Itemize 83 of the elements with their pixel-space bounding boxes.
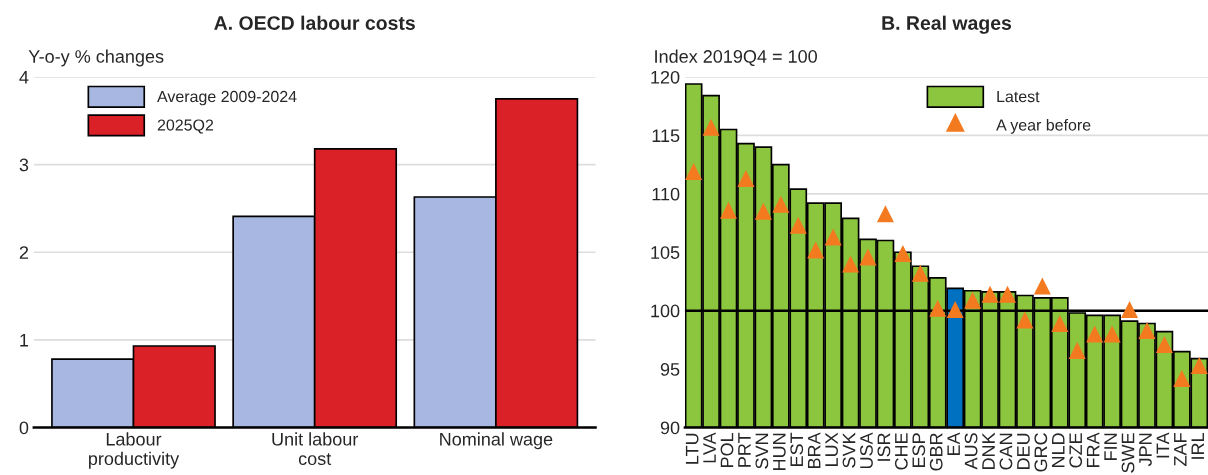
x-tick-label: ZAF [1174,433,1187,466]
x-tick-label: EST [790,432,804,466]
x-tick-label: FRA [1086,432,1100,467]
x-tick-label: AUS [964,433,978,470]
x-tick-label: GBR [929,433,943,471]
point [911,264,929,282]
x-tick-label: SVK [842,432,856,468]
point [1051,315,1069,333]
chart-title: A. OECD labour costs [214,15,415,30]
x-tick-label: CHE [894,433,908,470]
y-axis-title: Y-o-y % changes [28,49,164,67]
point [737,170,755,188]
point [1138,322,1156,340]
point [1190,357,1208,375]
y-tick-label: 1 [20,333,29,347]
x-tick-label: PRT [738,432,751,467]
y-tick-label: 120 [651,70,680,84]
y-tick-label: 95 [660,363,680,376]
point [1068,341,1086,359]
y-tick-label: 4 [19,71,29,84]
point [929,299,947,317]
point [702,118,720,136]
point [946,300,964,318]
point [876,205,894,223]
point [1121,300,1139,318]
x-tick-label: USA [860,432,873,469]
x-tick-label: CZE [1069,433,1083,468]
x-tick-label: LTU [685,433,699,464]
x-tick-label: GRC [1034,433,1048,472]
x-tick-label: FIN [1104,433,1117,460]
chart-title: B. Real wages [882,15,1012,34]
legend-label: Average 2009-2024 [157,90,297,106]
x-tick-label: NLD [1052,433,1065,467]
x-tick-label: SVN [755,433,769,469]
x-tick-label: POL [720,432,734,468]
point [1033,277,1051,295]
x-tick-label: ITA [1156,432,1170,458]
x-tick-label: ESP [912,433,926,468]
x-tick-label: ISR [877,433,891,461]
x-tick-label: DNK [982,432,995,469]
point [807,241,825,259]
point [1103,325,1121,343]
point [998,285,1016,303]
y-tick-label: 100 [651,304,680,318]
x-tick-label: LVA [703,432,716,463]
point [685,163,703,181]
x-tick-label: LUX [825,432,838,466]
y-tick-label: 2 [19,246,29,259]
x-tick-label: JPN [1139,433,1152,467]
x-tick-label: EA [947,432,960,455]
point [772,195,790,213]
x-tick-label: HUN [773,433,786,470]
x-tick-label: DEU [1017,433,1030,469]
x-tick-label: Unit labour cost [272,432,359,466]
legend-label: 2025Q2 [157,119,214,134]
point [964,291,982,309]
point [720,201,738,219]
y-tick-label: 0 [19,421,29,435]
point [754,202,772,220]
point [824,228,842,246]
y-axis-title: Index 2019Q4 = 100 [655,49,817,67]
point [1016,311,1034,329]
y-tick-label: 115 [652,129,680,143]
point [1086,325,1104,343]
point [894,244,912,262]
legend-label: A year before [996,118,1091,134]
point [981,285,999,303]
x-tick-label: Nominal wage [440,432,553,450]
x-tick-label: BRA [807,432,821,469]
y-tick-label: 105 [651,246,680,259]
y-tick-label: 3 [19,158,29,172]
x-tick-label: Labour productivity [88,432,180,469]
point [789,216,807,234]
y-tick-label: 90 [660,421,680,435]
x-tick-label: IRL [1191,432,1204,459]
x-tick-label: CAN [999,433,1013,470]
point [842,255,860,273]
point [1155,336,1173,354]
y-tick-label: 110 [652,187,680,201]
x-tick-label: SWE [1121,433,1135,473]
point [859,248,877,266]
point [1173,369,1191,387]
legend-label: Latest [997,91,1040,103]
